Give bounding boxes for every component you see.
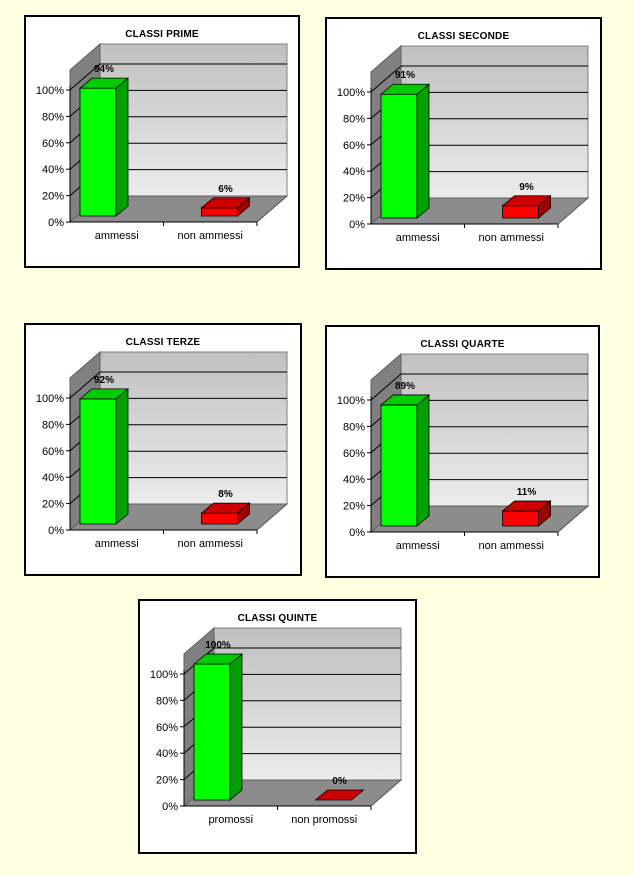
y-tick-label: 40% (343, 474, 365, 486)
value-label: 89% (395, 381, 415, 392)
bar-positive (192, 653, 244, 801)
x-category-label: non promossi (291, 814, 357, 826)
chart-title: CLASSI PRIME (125, 29, 199, 40)
y-tick-label: 0% (48, 525, 64, 537)
y-tick-label: 80% (156, 695, 178, 707)
y-tick-label: 80% (343, 421, 365, 433)
y-tick-label: 20% (42, 191, 64, 203)
y-tick-label: 100% (337, 87, 365, 99)
back-wall (99, 43, 288, 197)
y-tick-label: 40% (42, 472, 64, 484)
value-label: 6% (218, 184, 233, 195)
y-tick-label: 20% (343, 193, 365, 205)
x-category-label: ammessi (95, 538, 139, 550)
chart-classi-seconde: CLASSI SECONDE 100% 80% 60% 40% 20% 0% 91% amme… (325, 17, 602, 270)
y-tick-label: 40% (343, 166, 365, 178)
y-tick-label: 60% (42, 138, 64, 150)
value-label: 100% (205, 640, 231, 651)
value-label: 92% (94, 375, 114, 386)
x-category-label: non ammessi (479, 232, 544, 244)
y-tick-label: 80% (343, 113, 365, 125)
y-tick-label: 40% (156, 748, 178, 760)
x-category-label: promossi (208, 814, 253, 826)
y-tick-label: 60% (156, 722, 178, 734)
y-tick-label: 0% (349, 219, 365, 231)
bar-negative (501, 500, 552, 527)
bar-positive (379, 83, 431, 219)
back-wall (99, 351, 288, 505)
chart-title: CLASSI QUARTE (420, 339, 505, 350)
y-tick-label: 100% (150, 669, 178, 681)
y-tick-label: 20% (42, 499, 64, 511)
back-wall (213, 627, 402, 781)
y-tick-label: 80% (42, 111, 64, 123)
chart-classi-terze: CLASSI TERZE 100% 80% 60% 40% 20% 0% 92% ammess… (24, 323, 302, 576)
x-category-label: non ammessi (178, 230, 243, 242)
bar-negative (314, 789, 365, 801)
y-tick-label: 100% (36, 85, 64, 97)
chart-title: CLASSI TERZE (125, 337, 201, 348)
y-tick-label: 100% (337, 395, 365, 407)
chart-title: CLASSI QUINTE (237, 613, 318, 624)
y-tick-label: 80% (42, 419, 64, 431)
back-wall (400, 353, 589, 507)
x-category-label: ammessi (396, 540, 440, 552)
x-category-label: non ammessi (479, 540, 544, 552)
y-tick-label: 0% (349, 527, 365, 539)
value-label: 91% (395, 70, 415, 81)
bar-positive (379, 394, 431, 527)
y-tick-label: 0% (162, 801, 178, 813)
x-category-label: ammessi (396, 232, 440, 244)
y-tick-label: 20% (343, 501, 365, 513)
chart-plot: 100% 80% 60% 40% 20% 0% 92% ammessi 8% non ammess… (36, 350, 289, 550)
value-label: 8% (218, 489, 233, 500)
chart-plot: 100% 80% 60% 40% 20% 0% 91% ammessi 9% non ammess… (337, 44, 590, 244)
bar-positive (78, 77, 130, 217)
bar-positive (78, 388, 130, 525)
value-label: 0% (332, 776, 347, 787)
value-label: 11% (517, 487, 537, 498)
bar-negative (200, 196, 251, 217)
y-tick-label: 20% (156, 775, 178, 787)
chart-title: CLASSI SECONDE (417, 31, 510, 42)
chart-classi-quarte: CLASSI QUARTE 100% 80% 60% 40% 20% 0% 89% ammes… (325, 325, 600, 578)
y-tick-label: 40% (42, 164, 64, 176)
y-tick-label: 0% (48, 217, 64, 229)
x-category-label: non ammessi (178, 538, 243, 550)
chart-plot: 100% 80% 60% 40% 20% 0% 94% ammessi 6% non ammess… (36, 42, 289, 242)
bar-negative (501, 194, 552, 219)
bar-negative (200, 502, 251, 525)
chart-plot: 100% 80% 60% 40% 20% 0% 100% promossi 0% non prom… (150, 626, 403, 826)
value-label: 9% (519, 182, 534, 193)
y-tick-label: 60% (343, 448, 365, 460)
chart-classi-quinte: CLASSI QUINTE 100% 80% 60% 40% 20% 0% 100% prom… (138, 599, 417, 854)
chart-classi-prime: CLASSI PRIME 100% 80% 60% 40% 20% 0% 94% ammess… (24, 15, 300, 268)
y-tick-label: 60% (343, 140, 365, 152)
y-tick-label: 60% (42, 446, 64, 458)
y-tick-label: 100% (36, 393, 64, 405)
value-label: 94% (94, 64, 114, 75)
back-wall (400, 45, 589, 199)
chart-plot: 100% 80% 60% 40% 20% 0% 89% ammessi 11% non ammes… (337, 352, 590, 552)
x-category-label: ammessi (95, 230, 139, 242)
